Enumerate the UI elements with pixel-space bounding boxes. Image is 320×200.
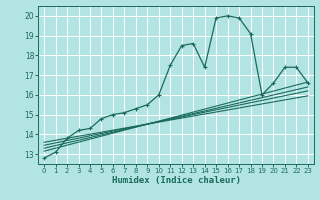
X-axis label: Humidex (Indice chaleur): Humidex (Indice chaleur) xyxy=(111,176,241,185)
